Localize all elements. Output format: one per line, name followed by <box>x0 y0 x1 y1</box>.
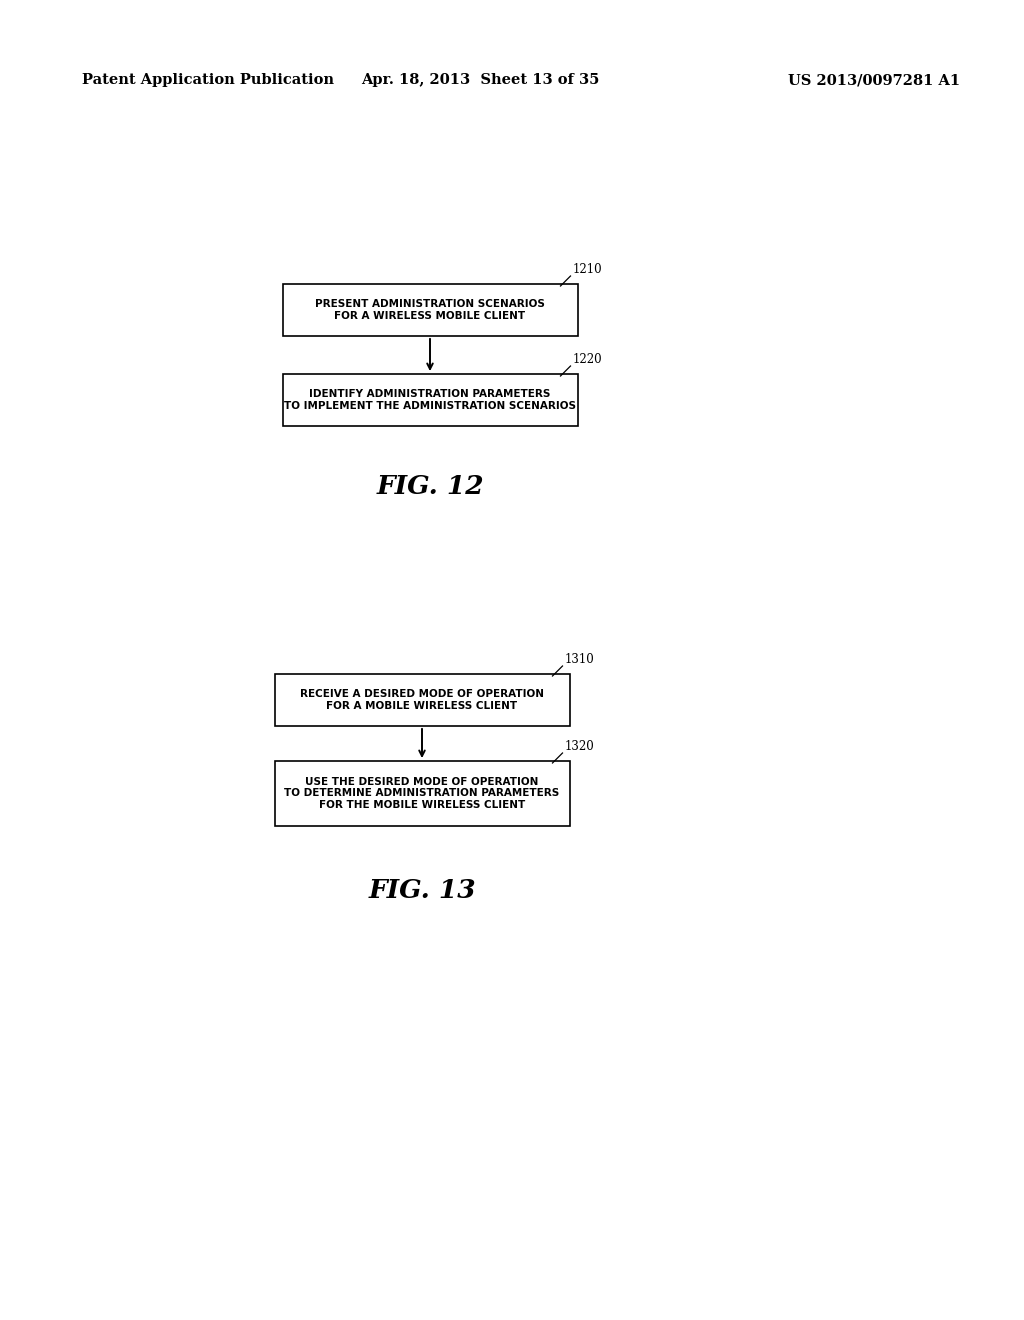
Bar <box>274 675 569 726</box>
Text: 1310: 1310 <box>564 653 594 667</box>
Text: 1320: 1320 <box>564 741 594 752</box>
Bar <box>283 284 578 337</box>
Text: RECEIVE A DESIRED MODE OF OPERATION
FOR A MOBILE WIRELESS CLIENT: RECEIVE A DESIRED MODE OF OPERATION FOR … <box>300 689 544 710</box>
Text: PRESENT ADMINISTRATION SCENARIOS
FOR A WIRELESS MOBILE CLIENT: PRESENT ADMINISTRATION SCENARIOS FOR A W… <box>315 300 545 321</box>
Text: FIG. 12: FIG. 12 <box>376 474 483 499</box>
Text: 1210: 1210 <box>572 263 602 276</box>
Text: US 2013/0097281 A1: US 2013/0097281 A1 <box>787 73 961 87</box>
Text: Patent Application Publication: Patent Application Publication <box>82 73 334 87</box>
Bar <box>274 762 569 826</box>
Bar <box>283 374 578 426</box>
Text: 1220: 1220 <box>572 352 602 366</box>
Text: FIG. 13: FIG. 13 <box>369 879 476 903</box>
Text: Apr. 18, 2013  Sheet 13 of 35: Apr. 18, 2013 Sheet 13 of 35 <box>360 73 599 87</box>
Text: USE THE DESIRED MODE OF OPERATION
TO DETERMINE ADMINISTRATION PARAMETERS
FOR THE: USE THE DESIRED MODE OF OPERATION TO DET… <box>285 777 560 810</box>
Text: IDENTIFY ADMINISTRATION PARAMETERS
TO IMPLEMENT THE ADMINISTRATION SCENARIOS: IDENTIFY ADMINISTRATION PARAMETERS TO IM… <box>284 389 575 411</box>
